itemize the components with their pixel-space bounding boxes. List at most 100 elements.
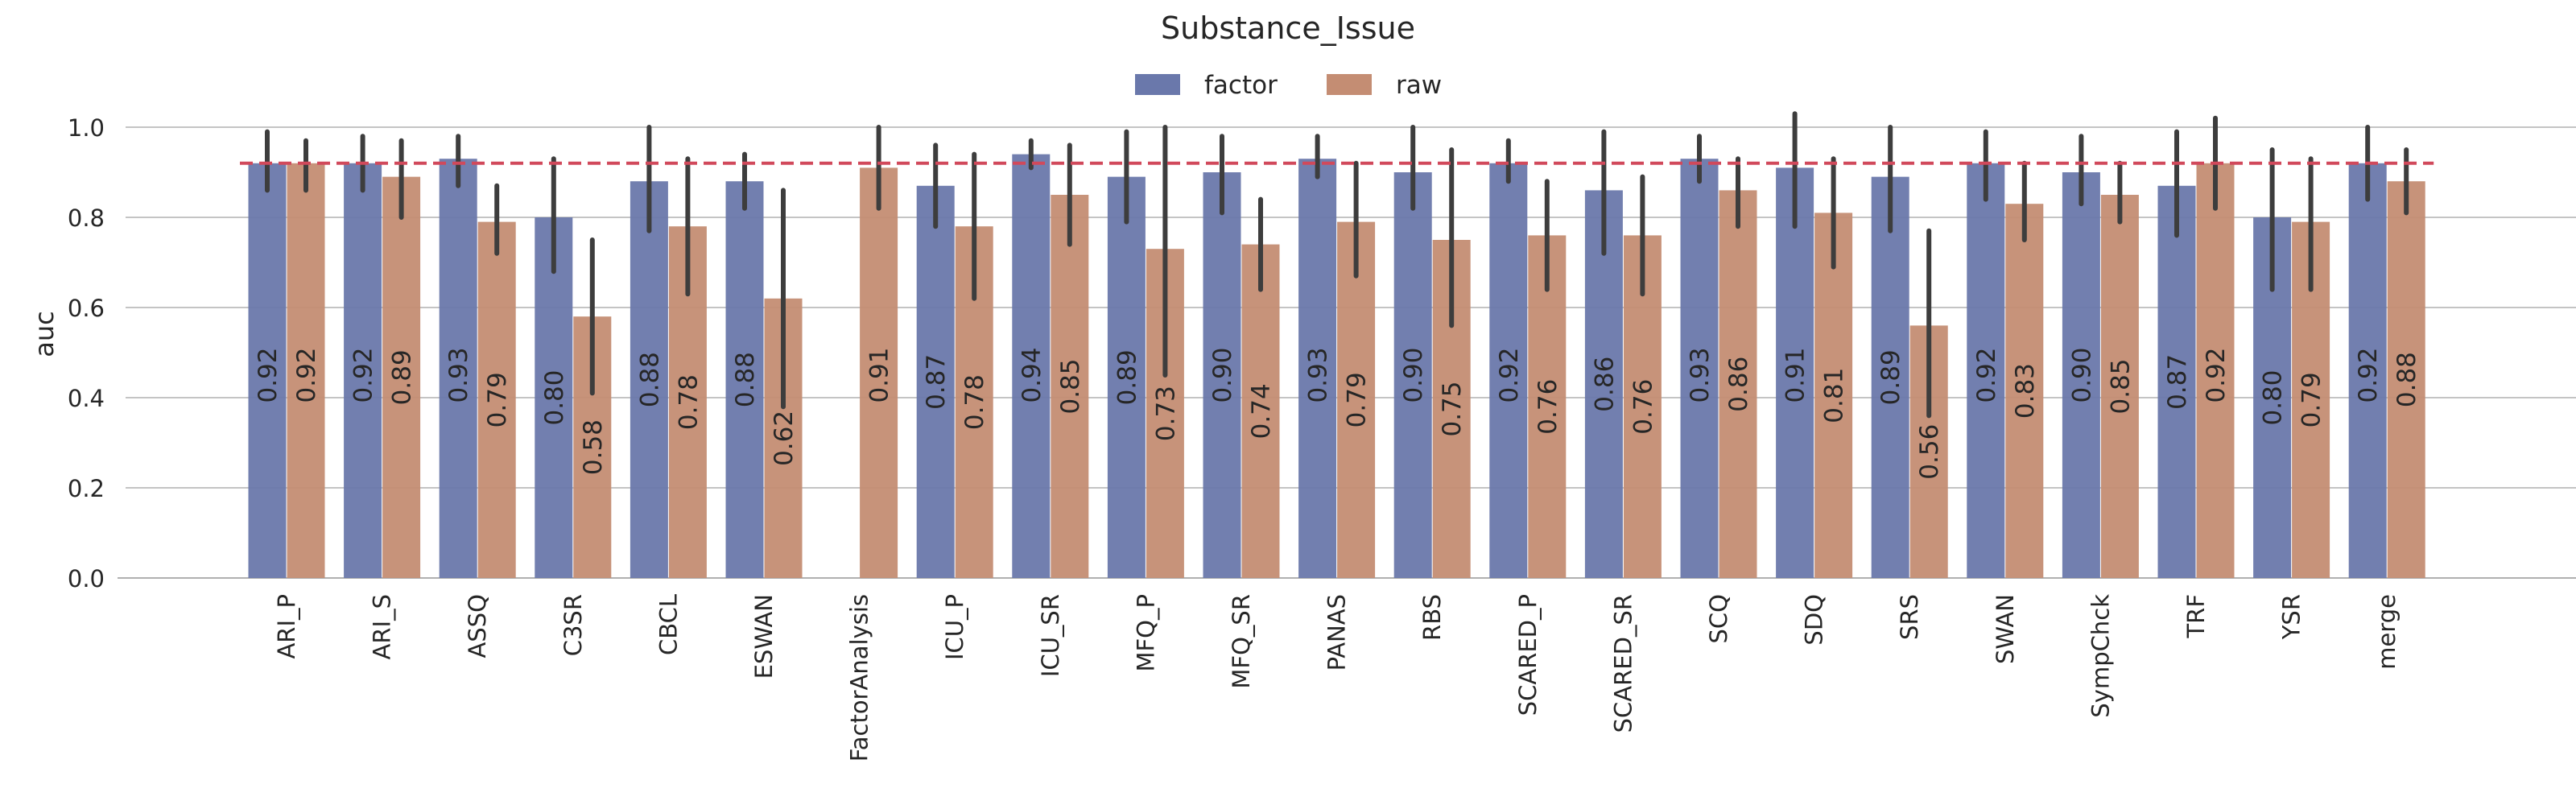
bar-raw	[287, 163, 325, 579]
legend-swatch-raw	[1327, 74, 1372, 95]
value-label: 0.87	[922, 354, 951, 410]
value-label: 0.92	[1972, 347, 2001, 402]
value-label: 0.92	[1495, 347, 1524, 402]
bar-raw	[1719, 190, 1757, 578]
x-tick-label: ESWAN	[750, 594, 778, 679]
x-tick-label: SCQ	[1705, 594, 1732, 643]
value-label: 0.88	[2392, 352, 2421, 407]
value-label: 0.62	[770, 411, 799, 466]
x-tick-label: FactorAnalysis	[846, 594, 873, 762]
value-label: 0.74	[1247, 383, 1276, 439]
value-label: 0.90	[1399, 347, 1428, 402]
bar-raw	[2387, 181, 2425, 578]
value-label: 0.80	[540, 369, 569, 425]
value-label: 0.93	[1686, 347, 1715, 402]
value-label: 0.80	[2259, 369, 2288, 425]
bar-factor	[344, 163, 382, 579]
bar-factor	[2062, 172, 2100, 578]
x-tick-label: SCARED_SR	[1609, 594, 1637, 733]
value-label: 0.78	[960, 374, 989, 430]
value-label: 0.92	[2354, 347, 2383, 402]
x-tick-label: MFQ_P	[1132, 594, 1159, 672]
x-tick-label: PANAS	[1323, 594, 1351, 671]
value-label: 0.89	[1113, 349, 1141, 405]
bar-factor	[916, 185, 955, 579]
y-tick-label: 1.0	[68, 114, 105, 142]
value-label: 0.86	[1724, 357, 1753, 412]
bar-raw	[2005, 204, 2044, 578]
legend: factor raw	[1135, 71, 1442, 100]
bar-raw	[477, 221, 516, 578]
value-label: 0.88	[731, 352, 760, 407]
value-label: 0.88	[635, 352, 664, 407]
x-tick-label: SympChck	[2087, 594, 2114, 718]
bar-raw	[2100, 195, 2139, 578]
bar-raw	[1241, 244, 1280, 578]
value-label: 0.93	[1304, 347, 1333, 402]
x-tick-label: merge	[2373, 594, 2401, 670]
value-label: 0.93	[444, 347, 473, 402]
bar-factor	[1680, 159, 1719, 578]
legend-label-factor: factor	[1204, 71, 1278, 100]
bar-factor	[1776, 167, 1814, 578]
x-tick-label: RBS	[1418, 594, 1446, 641]
x-tick-labels: ARI_P ARI_S ASSQ C3SR CBCL ESWAN FactorAnalysi…	[273, 594, 2401, 762]
value-label: 0.79	[2297, 372, 2326, 427]
bar-factor	[1012, 154, 1051, 579]
bar-raw	[1051, 195, 1089, 578]
value-label: 0.87	[2163, 354, 2192, 410]
value-label: 0.92	[2202, 347, 2231, 402]
bar-factor	[2348, 163, 2387, 579]
x-tick-label: CBCL	[654, 594, 682, 655]
x-tick-label: SRS	[1896, 594, 1923, 640]
bar-factor	[1203, 172, 1241, 578]
value-label: 0.79	[483, 372, 512, 427]
value-label: 0.58	[579, 419, 608, 475]
x-tick-label: C3SR	[559, 594, 587, 656]
bar-factor	[1298, 159, 1337, 578]
x-tick-label: ICU_SR	[1037, 594, 1064, 677]
x-tick-label: ICU_P	[941, 594, 968, 660]
bar-raw	[1528, 235, 1567, 578]
value-label: 0.90	[1208, 347, 1237, 402]
bar-factor	[1871, 176, 1909, 578]
y-tick-label: 0.4	[68, 385, 105, 412]
bar-factor	[1107, 176, 1146, 578]
bar-factor	[1489, 163, 1528, 579]
value-label: 0.79	[1343, 372, 1372, 427]
bar-raw	[1337, 221, 1376, 578]
bar-factor	[1393, 172, 1432, 578]
value-label: 0.76	[1629, 379, 1657, 435]
value-label: 0.92	[349, 347, 378, 402]
legend-label-raw: raw	[1396, 71, 1442, 100]
bar-factor	[725, 181, 764, 578]
value-label: 0.92	[292, 347, 321, 402]
bar-factor	[630, 181, 668, 578]
value-label: 0.73	[1151, 386, 1180, 441]
value-label: 0.89	[388, 349, 417, 405]
value-label: 0.92	[254, 347, 283, 402]
value-label: 0.78	[674, 374, 703, 430]
value-label: 0.85	[2106, 358, 2135, 414]
x-tick-label: YSR	[2278, 594, 2306, 640]
value-label: 0.86	[1590, 357, 1619, 412]
x-tick-label: ARI_P	[273, 594, 300, 659]
value-label: 0.75	[1438, 381, 1467, 436]
bars	[248, 154, 2425, 579]
x-tick-label: ASSQ	[464, 594, 491, 658]
value-label: 0.83	[2011, 363, 2040, 419]
x-tick-label: ARI_S	[369, 594, 396, 659]
value-label: 0.91	[1781, 347, 1810, 402]
x-tick-label: TRF	[2182, 594, 2210, 639]
bar-factor	[535, 217, 573, 578]
bar-factor	[2157, 185, 2196, 579]
x-tick-label: SWAN	[1992, 594, 2019, 664]
value-label: 0.91	[865, 347, 894, 402]
x-tick-label: SDQ	[1801, 594, 1828, 646]
value-label: 0.94	[1018, 347, 1046, 402]
bar-factor	[439, 159, 477, 578]
x-tick-label: SCARED_P	[1514, 594, 1542, 716]
value-label: 0.89	[1876, 349, 1905, 405]
